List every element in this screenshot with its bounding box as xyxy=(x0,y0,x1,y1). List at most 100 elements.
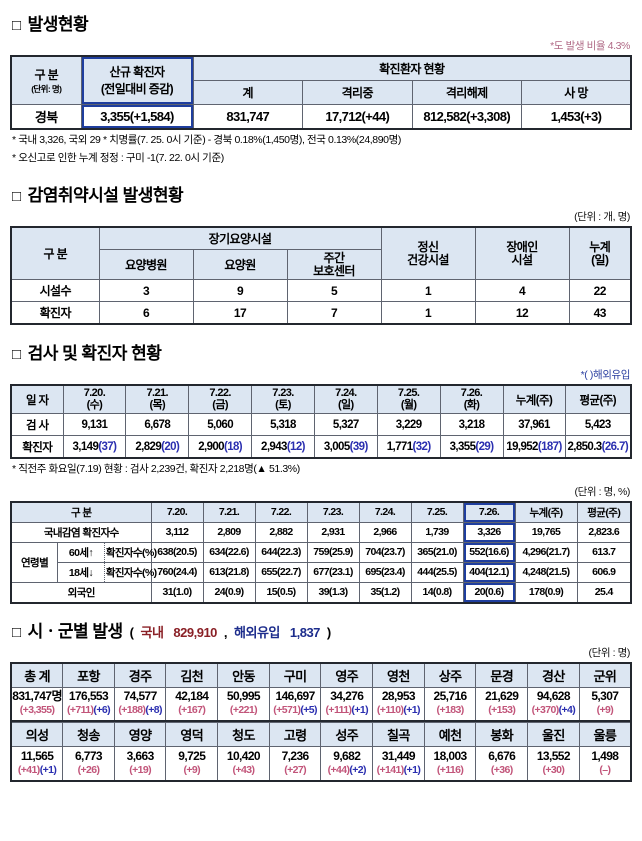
value-delta: (+183) xyxy=(436,704,465,717)
row-label-foreigners: 외국인 xyxy=(10,581,152,604)
th-cumulative-week: 누계(주) xyxy=(502,384,566,415)
value-total: 74,577 xyxy=(123,689,158,704)
cell: 1,739 xyxy=(410,521,464,543)
th-city-20: 예천 xyxy=(423,722,477,748)
th-nursing-hospital: 요양병원 xyxy=(98,248,194,281)
th-mental-l1: 정신 xyxy=(417,240,439,254)
th-new-cases-sub: (전일대비 증감) xyxy=(100,82,174,97)
section-5-unit: (단위 : 명) xyxy=(588,646,630,659)
value-total: 10,420 xyxy=(226,748,261,763)
cell: 2,882 xyxy=(254,521,308,543)
row-label-over-60: 60세↑ xyxy=(57,541,105,563)
section-5-title: 시ㆍ군별 발생 xyxy=(27,621,124,641)
table-row: 11,565 (+41)(+1) 6,773 (+26) 3,663 (+19)… xyxy=(10,746,632,782)
value-total: 7,236 xyxy=(281,748,310,763)
comma-separator: , xyxy=(223,624,228,640)
row-label-confirmed: 확진자 xyxy=(10,301,100,325)
testing-confirmed-table: 일 자 7.20. (수) 7.21. (목) 7.22. (금) 7.23. … xyxy=(10,384,632,459)
cell: 31(1.0) xyxy=(150,581,204,604)
th-date-5: 7.25. (월) xyxy=(376,384,441,415)
value-delta-overseas: (+5) xyxy=(300,704,317,717)
value-delta: (+141) xyxy=(376,763,405,776)
value-delta: (+3,355) xyxy=(19,704,55,717)
value-main: 3,005 xyxy=(323,440,350,453)
cell-released: 812,582(+3,308) xyxy=(411,103,522,129)
th-city-13: 청송 xyxy=(62,722,115,748)
value-main: 2,943 xyxy=(261,440,287,453)
cell: 759(25.9) xyxy=(306,541,360,563)
th-city-17: 고령 xyxy=(268,722,322,748)
value-overseas: (18) xyxy=(223,440,243,453)
th-date-1: 7.21. xyxy=(202,501,256,523)
cell: 22 xyxy=(568,279,632,303)
cell: 43 xyxy=(568,301,632,325)
cell-highlight: 3,326 xyxy=(462,521,516,543)
value-total: 1,498 xyxy=(591,748,619,763)
th-gubun: 구 분 xyxy=(10,501,152,523)
date-label: 7.23. xyxy=(272,387,294,400)
th-deaths: 사 망 xyxy=(521,79,632,105)
cell-city-16: 10,420 (+43) xyxy=(217,746,270,782)
th-city-7: 영천 xyxy=(372,662,425,688)
value-total: 28,953 xyxy=(381,689,416,704)
th-gubun-label: 구 분 xyxy=(34,67,59,82)
cell-city-2: 74,577 (+188)(+8) xyxy=(113,686,167,722)
square-bullet-icon: □ xyxy=(12,188,21,205)
section-3-heading: □ 검사 및 확진자 현황 xyxy=(12,339,632,364)
value-delta: (+167) xyxy=(178,704,206,717)
row-label-under-18: 18세↓ xyxy=(57,561,105,583)
table-subheader-row: 계 격리중 격리해제 사 망 xyxy=(11,79,632,105)
square-bullet-icon: □ xyxy=(12,17,21,34)
th-longterm-group: 장기요양시설 xyxy=(98,226,382,250)
cell: 2,943(12) xyxy=(251,435,315,459)
th-date-3: 7.23. xyxy=(306,501,360,523)
table-header-row: 의성 청송 영양 영덕 청도 고령 성주 칠곡 예천 봉화 울진 울릉 xyxy=(10,722,632,748)
cell-city-9: 21,629 (+153) xyxy=(475,686,529,722)
th-city-6: 영주 xyxy=(320,662,374,688)
cell: 677(23.1) xyxy=(306,561,360,583)
th-date-5: 7.25. xyxy=(410,501,464,523)
value-delta-overseas: (+1) xyxy=(39,763,57,776)
table-row: 시설수 3 9 5 1 4 22 xyxy=(10,279,632,303)
city-county-table-part1: 총 계 포항 경주 김천 안동 구미 영주 영천 상주 문경 경산 군위 831… xyxy=(10,661,632,723)
value-overseas: (39) xyxy=(349,440,369,453)
cell: 1 xyxy=(380,279,476,303)
weekday-label: (일) xyxy=(337,398,354,411)
overseas-value: 1,837 xyxy=(289,624,321,640)
value-total: 13,552 xyxy=(536,748,571,763)
th-date-2: 7.22. (금) xyxy=(188,384,253,415)
th-date-0: 7.20. (수) xyxy=(62,384,127,415)
value-total: 42,184 xyxy=(175,689,209,704)
th-date-6: 7.26. (화) xyxy=(439,384,504,415)
value-overseas: (12) xyxy=(286,440,306,453)
cell: 5 xyxy=(286,279,382,303)
value-total: 11,565 xyxy=(20,748,54,763)
cell-city-1: 176,553 (+711)(+6) xyxy=(62,686,115,722)
value-main: 2,900 xyxy=(198,440,224,453)
th-city-0: 총 계 xyxy=(10,662,64,688)
cell: 35(1.2) xyxy=(358,581,412,604)
cell: 9 xyxy=(192,279,288,303)
row-label-confirmed: 확진자 xyxy=(10,435,64,459)
cell-cumulative: 19,952(187) xyxy=(502,435,566,459)
cell: 14(0.8) xyxy=(410,581,464,604)
th-city-22: 울진 xyxy=(527,722,580,748)
row-label-facility-count: 시설수 xyxy=(10,279,100,303)
weekday-label: (화) xyxy=(463,398,480,411)
th-date-6: 7.26. xyxy=(462,501,516,523)
date-label: 7.22. xyxy=(209,387,231,400)
table-row: 확진자 3,149(37) 2,829(20) 2,900(18) 2,943(… xyxy=(10,435,632,459)
value-total: 50,995 xyxy=(226,689,261,704)
section-2-unit: (단위 : 개, 명) xyxy=(574,211,630,223)
value-overseas: (20) xyxy=(161,440,180,453)
value-delta-overseas: (+2) xyxy=(349,763,366,776)
value-main: 3,355 xyxy=(449,440,476,453)
value-total: 9,682 xyxy=(333,748,361,763)
cell-average: 2,823.6 xyxy=(576,521,632,543)
cell-city-4: 50,995 (+221) xyxy=(217,686,270,722)
cell: 638(20.5) xyxy=(150,541,204,563)
value-main: 1,771 xyxy=(386,440,413,453)
th-daycare-l1: 주간 xyxy=(323,251,345,265)
table-header-row: 일 자 7.20. (수) 7.21. (목) 7.22. (금) 7.23. … xyxy=(10,384,632,415)
cell: 3,229 xyxy=(376,413,441,437)
